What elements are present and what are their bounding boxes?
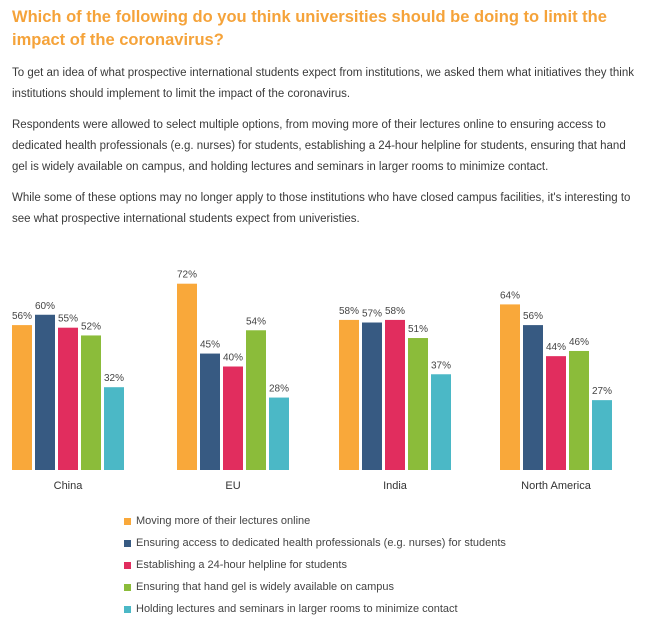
legend-item: Ensuring access to dedicated health prof…: [124, 532, 506, 554]
bar-value-label: 60%: [35, 301, 55, 312]
bar-value-label: 58%: [339, 306, 359, 317]
category-label: India: [383, 480, 408, 492]
legend-swatch: [124, 605, 131, 613]
bar: [408, 338, 428, 470]
bar: [58, 327, 78, 470]
bar: [177, 283, 197, 470]
bar: [269, 397, 289, 470]
legend-swatch: [124, 517, 131, 525]
method-paragraph: Respondents were allowed to select multi…: [12, 119, 626, 173]
intro-paragraph: To get an idea of what prospective inter…: [12, 67, 634, 100]
bar-value-label: 28%: [269, 384, 289, 395]
bar-value-label: 54%: [246, 316, 266, 327]
legend-swatch: [124, 539, 131, 547]
bar: [81, 335, 101, 470]
bar-value-label: 56%: [523, 311, 543, 322]
bar: [223, 366, 243, 470]
bar: [362, 322, 382, 470]
bar: [569, 350, 589, 470]
category-label: China: [54, 480, 84, 492]
bar-value-label: 44%: [546, 342, 566, 353]
bar: [592, 400, 612, 470]
note-paragraph: While some of these options may no longe…: [12, 192, 631, 225]
bar-value-label: 46%: [569, 337, 589, 348]
bar-value-label: 57%: [362, 309, 382, 320]
chart-legend: Moving more of their lectures online Ens…: [124, 510, 506, 620]
grouped-bar-chart: 56%60%55%52%32%China72%45%40%54%28%EU58%…: [12, 270, 612, 492]
bar-value-label: 64%: [500, 290, 520, 301]
legend-item: Moving more of their lectures online: [124, 510, 506, 532]
bar-value-label: 27%: [592, 386, 612, 397]
bar-value-label: 40%: [223, 353, 243, 364]
category-label: EU: [225, 480, 240, 492]
bar: [339, 319, 359, 470]
bar: [104, 387, 124, 470]
bar-value-label: 56%: [12, 311, 32, 322]
bar-value-label: 32%: [104, 373, 124, 384]
legend-item: Holding lectures and seminars in larger …: [124, 598, 506, 620]
bar: [523, 325, 543, 470]
bar: [246, 330, 266, 470]
legend-item: Ensuring that hand gel is widely availab…: [124, 576, 506, 598]
bar-value-label: 52%: [81, 321, 101, 332]
bar: [35, 314, 55, 470]
legend-label: Moving more of their lectures online: [136, 515, 311, 527]
bar-value-label: 37%: [431, 360, 451, 371]
legend-item: Establishing a 24-hour helpline for stud…: [124, 554, 506, 576]
bar-value-label: 55%: [58, 314, 78, 325]
bar-value-label: 45%: [200, 340, 220, 351]
bar: [200, 353, 220, 470]
legend-swatch: [124, 583, 131, 591]
legend-label: Ensuring access to dedicated health prof…: [136, 537, 506, 549]
bar-value-label: 58%: [385, 306, 405, 317]
legend-label: Holding lectures and seminars in larger …: [136, 603, 458, 615]
bar: [546, 356, 566, 470]
bar: [12, 325, 32, 470]
legend-swatch: [124, 561, 131, 569]
category-label: North America: [521, 480, 592, 492]
bar-value-label: 72%: [177, 270, 197, 281]
legend-label: Ensuring that hand gel is widely availab…: [136, 581, 395, 593]
legend-label: Establishing a 24-hour helpline for stud…: [136, 559, 347, 571]
chart-heading: Which of the following do you think univ…: [12, 8, 607, 49]
bar-value-label: 51%: [408, 324, 428, 335]
bar: [385, 319, 405, 470]
bar: [431, 374, 451, 470]
bar: [500, 304, 520, 470]
